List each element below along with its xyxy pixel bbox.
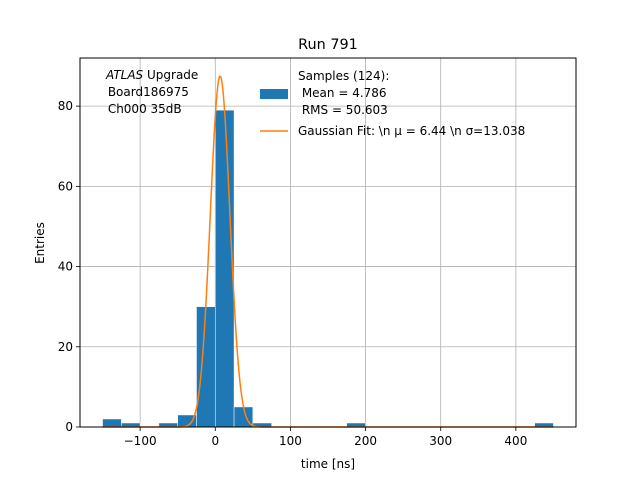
x-tick-label: 0: [211, 434, 219, 448]
upgrade-label: Upgrade: [143, 68, 198, 82]
x-tick-label: 300: [429, 434, 452, 448]
legend-samples-swatch: [260, 89, 288, 99]
histogram-bar: [102, 418, 122, 428]
legend-fit-label: Gaussian Fit: \n μ = 6.44 \n σ=13.038: [298, 124, 525, 138]
x-tick-label: −100: [124, 434, 157, 448]
channel-label: Ch000 35dB: [104, 102, 182, 116]
atlas-label: ATLAS: [105, 68, 144, 82]
legend: Samples (124): Mean = 4.786 RMS = 50.603…: [260, 69, 525, 138]
y-axis: 0 20 40 60 80: [58, 99, 80, 434]
y-tick-label: 0: [65, 420, 73, 434]
chart-title: Run 791: [298, 37, 358, 53]
atlas-annotation: ATLAS Upgrade Board186975 Ch000 35dB: [104, 68, 198, 116]
y-tick-label: 60: [58, 179, 73, 193]
y-tick-label: 20: [58, 340, 73, 354]
plot-area-frame: [79, 57, 577, 428]
board-label: Board186975: [104, 85, 189, 99]
y-tick-label: 40: [58, 260, 73, 274]
x-tick-label: 200: [354, 434, 377, 448]
legend-samples-line1: Samples (124):: [298, 69, 389, 83]
legend-samples-line2: Mean = 4.786: [298, 86, 387, 100]
x-tick-label: 400: [504, 434, 527, 448]
x-tick-label: 100: [279, 434, 302, 448]
y-axis-label: Entries: [33, 222, 47, 264]
histogram-bar: [196, 306, 216, 428]
svg-text:ATLAS Upgrade: ATLAS Upgrade: [105, 68, 198, 82]
x-axis-label: time [ns]: [301, 457, 355, 471]
x-axis: −100 0 100 200 300 400: [124, 427, 527, 448]
legend-samples-line3: RMS = 50.603: [298, 103, 388, 117]
histogram-bar: [215, 109, 235, 428]
y-tick-label: 80: [58, 99, 73, 113]
